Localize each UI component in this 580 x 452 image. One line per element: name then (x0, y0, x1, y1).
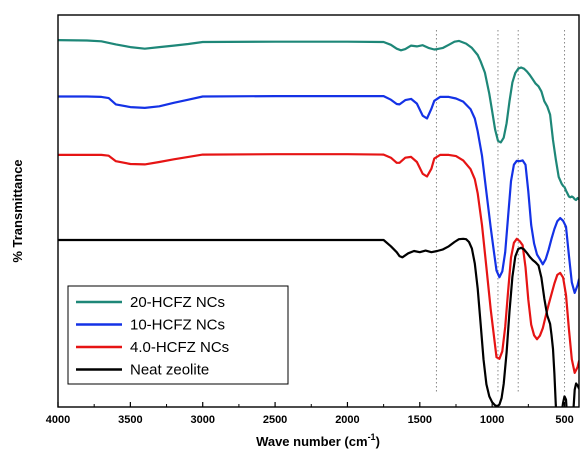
legend-label: 4.0-HCFZ NCs (130, 339, 229, 356)
x-tick-label: 1500 (408, 414, 432, 426)
series-line (58, 153, 579, 374)
legend-label: 20-HCFZ NCs (130, 294, 225, 311)
reference-lines (435, 30, 566, 392)
x-tick-label: 3000 (190, 414, 214, 426)
plot-frame (57, 14, 580, 408)
series-line (58, 237, 579, 407)
x-tick-label: 1000 (480, 414, 504, 426)
legend: 20-HCFZ NCs 10-HCFZ NCs 4.0-HCFZ NCs Neat z… (67, 285, 289, 385)
legend-label: 10-HCFZ NCs (130, 317, 225, 334)
series-layer (58, 39, 579, 407)
series-line (58, 39, 579, 202)
x-tick-label: 2500 (263, 414, 287, 426)
y-axis-label: % Transmittance (10, 159, 25, 262)
x-tick-label: 3500 (118, 414, 142, 426)
x-axis-label: Wave number (cm-1) (256, 432, 380, 449)
x-tick-label: 500 (555, 414, 573, 426)
x-axis: 4000 3500 3000 2500 2000 1500 1000 500 (46, 402, 574, 426)
series-line (58, 95, 579, 294)
x-tick-label: 2000 (335, 414, 359, 426)
x-tick-label: 4000 (46, 414, 70, 426)
legend-label: Neat zeolite (130, 362, 209, 379)
